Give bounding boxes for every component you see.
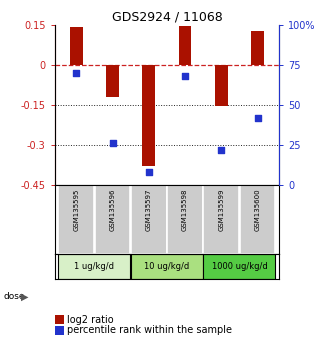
Bar: [179, 26, 191, 65]
Bar: [215, 65, 228, 106]
Bar: [70, 28, 83, 65]
Bar: [239, 185, 275, 253]
Text: 1000 ug/kg/d: 1000 ug/kg/d: [212, 262, 267, 271]
Bar: [167, 185, 203, 253]
Bar: [143, 65, 155, 166]
Text: dose: dose: [3, 292, 25, 301]
Text: GSM135596: GSM135596: [109, 188, 116, 231]
Text: GSM135600: GSM135600: [255, 188, 261, 231]
Bar: [131, 185, 167, 253]
Title: GDS2924 / 11068: GDS2924 / 11068: [111, 11, 222, 24]
Text: GSM135598: GSM135598: [182, 188, 188, 231]
Point: [146, 169, 152, 175]
Point: [219, 147, 224, 153]
Text: GSM135599: GSM135599: [218, 188, 224, 231]
Point: [74, 70, 79, 76]
Bar: [58, 185, 94, 253]
Bar: [203, 253, 275, 279]
Text: 10 ug/kg/d: 10 ug/kg/d: [144, 262, 189, 271]
Bar: [106, 65, 119, 97]
Text: ▶: ▶: [21, 292, 28, 302]
Point: [255, 115, 260, 120]
Text: percentile rank within the sample: percentile rank within the sample: [67, 325, 232, 335]
Text: GSM135597: GSM135597: [146, 188, 152, 231]
Point: [182, 73, 187, 79]
Bar: [95, 185, 131, 253]
Bar: [203, 185, 239, 253]
Bar: [58, 253, 131, 279]
Text: log2 ratio: log2 ratio: [67, 315, 114, 325]
Text: 1 ug/kg/d: 1 ug/kg/d: [74, 262, 114, 271]
Bar: [131, 253, 203, 279]
Text: GSM135595: GSM135595: [73, 188, 79, 231]
Bar: [251, 32, 264, 65]
Point: [110, 141, 115, 146]
